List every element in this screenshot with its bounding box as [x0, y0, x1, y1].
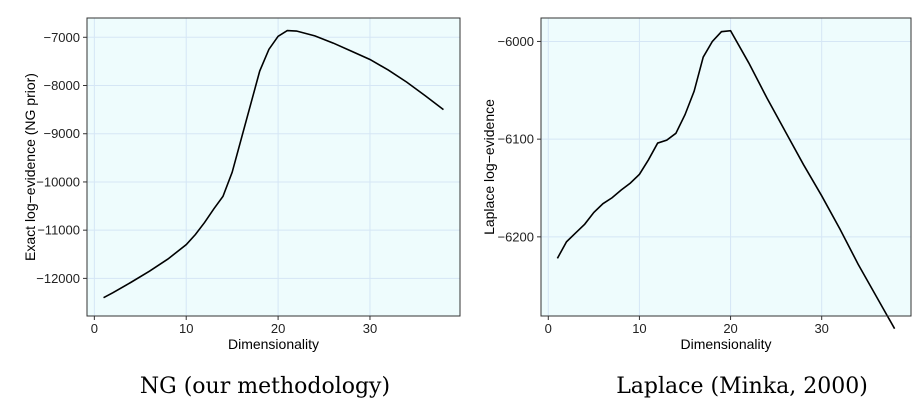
chart-panel-1: 0 10 20 30 −12000 −11000 −10000 −9000 −8000 −7000…	[22, 17, 461, 399]
plot-frame	[86, 17, 461, 317]
x-axis-label: Dimensionality	[680, 336, 771, 352]
x-tick-label: 0	[91, 321, 98, 336]
x-tick-label: 10	[179, 321, 193, 336]
panel-caption: NG (our methodology)	[140, 374, 390, 399]
y-axis-label: Laplace log−evidence	[481, 99, 497, 235]
x-tick-label: 20	[723, 321, 737, 336]
x-axis-label: Dimensionality	[228, 336, 319, 352]
panel-caption: Laplace (Minka, 2000)	[616, 374, 868, 399]
series-line	[103, 29, 444, 299]
y-tick-label: −8000	[43, 78, 80, 93]
x-tick-label: 0	[545, 321, 552, 336]
series-line	[556, 29, 896, 330]
y-tick-label: −12000	[36, 271, 80, 286]
y-tick-label: −6000	[497, 34, 534, 49]
y-tick-label: −10000	[36, 174, 80, 189]
y-tick-label: −6100	[497, 132, 534, 147]
chart-panel-2: 0 10 20 30 −6200 −6100 −6000 Dimensionality Lapl…	[481, 17, 912, 399]
y-tick-label: −11000	[37, 223, 80, 238]
plot-background	[87, 18, 460, 316]
y-tick-label: −7000	[43, 30, 80, 45]
plot-background	[541, 18, 911, 316]
y-axis-label: Exact log−evidence (NG prior)	[22, 73, 38, 261]
x-tick-label: 30	[363, 321, 377, 336]
y-tick-label: −6200	[497, 229, 534, 244]
y-tick-label: −9000	[43, 126, 80, 141]
x-tick-label: 20	[271, 321, 285, 336]
plot-frame	[540, 17, 912, 317]
x-tick-label: 10	[632, 321, 646, 336]
x-tick-label: 30	[814, 321, 828, 336]
